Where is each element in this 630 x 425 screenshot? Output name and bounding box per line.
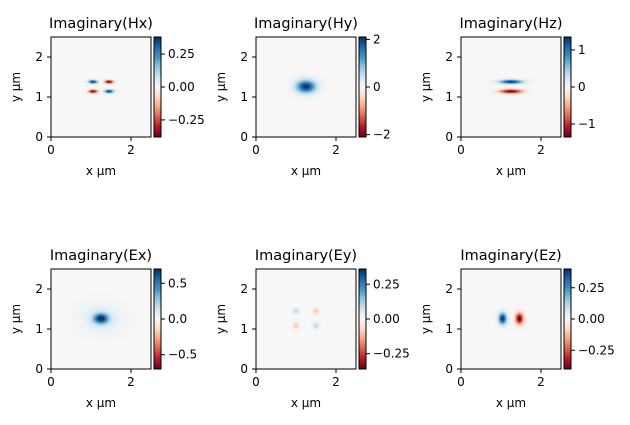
colorbar	[359, 37, 366, 137]
x-axis-label: x µm	[86, 396, 116, 410]
colorbar-tick-label: −0.25	[168, 113, 205, 127]
y-tick-label: 0	[35, 130, 43, 144]
y-tick-label: 2	[445, 50, 453, 64]
y-tick-label: 2	[240, 282, 248, 296]
colorbar-tick-label: −1	[578, 117, 596, 131]
x-tick-label: 2	[332, 143, 340, 157]
x-tick-label: 2	[537, 375, 545, 389]
colorbar-tick-label: 0.00	[578, 312, 605, 326]
colorbar-tick-label: 2	[373, 32, 381, 46]
heatmap-field-imaginary-hx	[51, 37, 151, 137]
panel-imaginary-ey: Imaginary(Ey) 0 2 0 1 2 x µm y µm 0.25 0.00 −0.25	[214, 248, 410, 410]
colorbar-tick-label: 0.5	[168, 276, 187, 290]
panel-imaginary-hz: Imaginary(Hz) 0 2 0 1 2 x µm y µm 1 0 −1	[419, 16, 596, 178]
y-tick-label: 1	[445, 322, 453, 336]
y-tick-label: 2	[445, 282, 453, 296]
x-tick-label: 0	[47, 375, 55, 389]
heatmap-field-imaginary-ey	[256, 269, 356, 369]
colorbar	[154, 269, 161, 369]
colorbar-tick-label: 1	[578, 43, 586, 57]
y-tick-label: 1	[240, 90, 248, 104]
x-tick-label: 0	[47, 143, 55, 157]
heatmap-field-imaginary-ez	[461, 269, 561, 369]
colorbar	[564, 37, 571, 137]
colorbar-tick-label: 0.00	[168, 80, 195, 94]
colorbar-tick-label: 0.25	[578, 281, 605, 295]
x-axis-label: x µm	[291, 396, 321, 410]
colorbar	[154, 37, 161, 137]
colorbar	[359, 269, 366, 369]
x-axis-label: x µm	[86, 164, 116, 178]
colorbar-tick-label: 0.0	[168, 312, 187, 326]
y-tick-label: 0	[445, 362, 453, 376]
y-tick-label: 2	[35, 282, 43, 296]
y-tick-label: 0	[445, 130, 453, 144]
y-axis-label: y µm	[9, 304, 23, 334]
y-axis-label: y µm	[214, 304, 228, 334]
colorbar-tick-label: 0	[578, 80, 586, 94]
colorbar-tick-label: −0.25	[578, 343, 615, 357]
panel-imaginary-ex: Imaginary(Ex) 0 2 0 1 2 x µm y µm 0.5 0.0 −0.5	[9, 248, 197, 410]
colorbar-tick-label: 0.25	[373, 277, 400, 291]
panel-title: Imaginary(Hy)	[254, 16, 358, 32]
x-tick-label: 2	[332, 375, 340, 389]
heatmap-field-imaginary-hz	[461, 37, 561, 137]
x-tick-label: 2	[127, 143, 135, 157]
colorbar-tick-label: −2	[373, 128, 391, 142]
x-tick-label: 0	[457, 143, 465, 157]
panel-title: Imaginary(Hz)	[460, 16, 563, 32]
x-tick-label: 0	[252, 375, 260, 389]
x-tick-label: 2	[537, 143, 545, 157]
x-axis-label: x µm	[496, 164, 526, 178]
x-axis-label: x µm	[291, 164, 321, 178]
y-tick-label: 2	[240, 50, 248, 64]
panel-title: Imaginary(Ez)	[460, 248, 561, 264]
x-tick-label: 0	[457, 375, 465, 389]
axes-frame	[460, 268, 562, 370]
y-axis-label: y µm	[9, 72, 23, 102]
panel-title: Imaginary(Ey)	[255, 248, 357, 264]
colorbar-tick-label: −0.5	[168, 348, 197, 362]
colorbar-tick-label: 0	[373, 80, 381, 94]
axes-frame	[255, 268, 357, 370]
y-axis-label: y µm	[419, 304, 433, 334]
y-axis-label: y µm	[214, 72, 228, 102]
x-tick-label: 2	[127, 375, 135, 389]
colorbar-tick-label: 0.25	[168, 47, 195, 61]
axes-frame	[50, 36, 152, 138]
colorbar	[564, 269, 571, 369]
panel-imaginary-hx: Imaginary(Hx) 0 2 0 1 2 x µm y µm 0.25 0.00 −0.25	[9, 16, 205, 178]
colorbar-tick-label: −0.25	[373, 347, 410, 361]
colorbar-tick-label: 0.00	[373, 312, 400, 326]
y-tick-label: 1	[35, 322, 43, 336]
panel-title: Imaginary(Hx)	[49, 16, 153, 32]
y-tick-label: 2	[35, 50, 43, 64]
axes-frame	[50, 268, 152, 370]
heatmap-field-imaginary-ex	[51, 269, 151, 369]
panel-imaginary-hy: Imaginary(Hy) 0 2 0 1 2 x µm y µm 2 0 −2	[214, 16, 391, 178]
panel-title: Imaginary(Ex)	[50, 248, 152, 264]
y-tick-label: 0	[240, 130, 248, 144]
x-tick-label: 0	[252, 143, 260, 157]
x-axis-label: x µm	[496, 396, 526, 410]
y-tick-label: 1	[35, 90, 43, 104]
y-tick-label: 0	[240, 362, 248, 376]
y-tick-label: 1	[240, 322, 248, 336]
axes-frame	[255, 36, 357, 138]
axes-frame	[460, 36, 562, 138]
y-tick-label: 0	[35, 362, 43, 376]
y-tick-label: 1	[445, 90, 453, 104]
y-axis-label: y µm	[419, 72, 433, 102]
panel-imaginary-ez: Imaginary(Ez) 0 2 0 1 2 x µm y µm 0.25 0.00 −0.25	[419, 248, 615, 410]
heatmap-field-imaginary-hy	[256, 37, 356, 137]
